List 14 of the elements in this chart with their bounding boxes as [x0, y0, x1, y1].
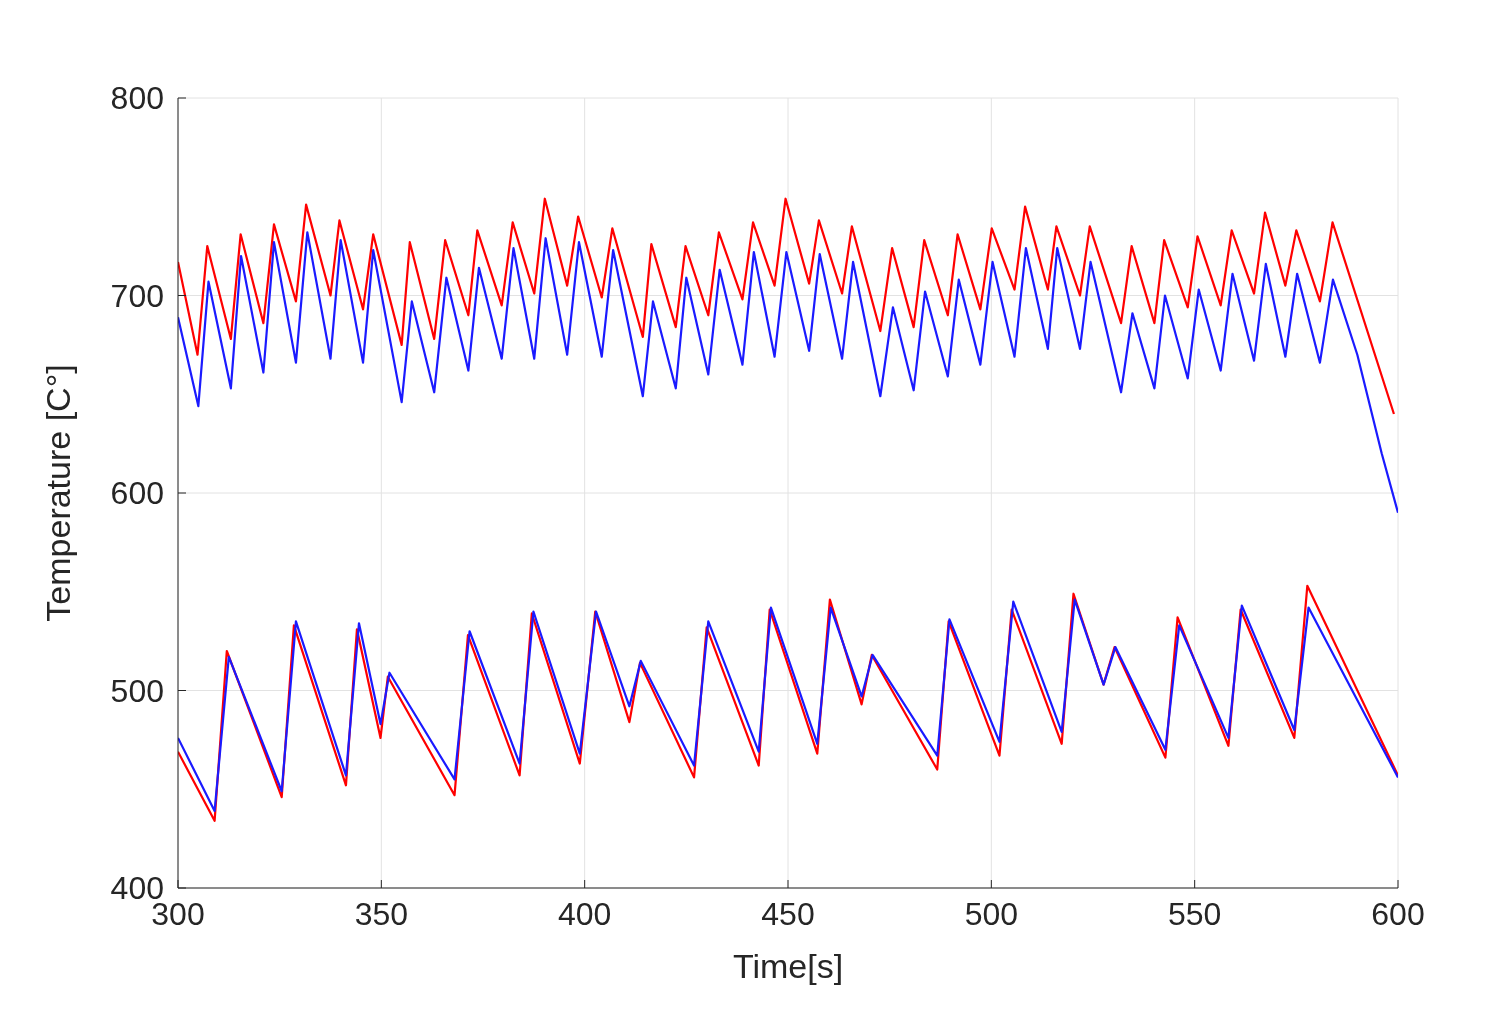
line-series [178, 231, 1398, 514]
x-tick-label: 550 [1167, 895, 1222, 932]
x-tick-label: 500 [964, 895, 1019, 932]
x-axis-title: Time[s] [732, 947, 844, 985]
x-tick-label: 600 [1371, 895, 1425, 932]
x-tick-label: 450 [761, 895, 815, 932]
y-axis-title: Temperature [C°] [39, 364, 78, 622]
x-tick-label: 400 [557, 895, 612, 932]
y-tick-label: 700 [110, 277, 164, 314]
y-tick-label: 500 [110, 672, 164, 709]
y-tick-label: 600 [110, 475, 164, 512]
y-tick-label: 800 [110, 80, 164, 117]
x-tick-label: 350 [354, 895, 409, 932]
line-series [178, 197, 1396, 416]
